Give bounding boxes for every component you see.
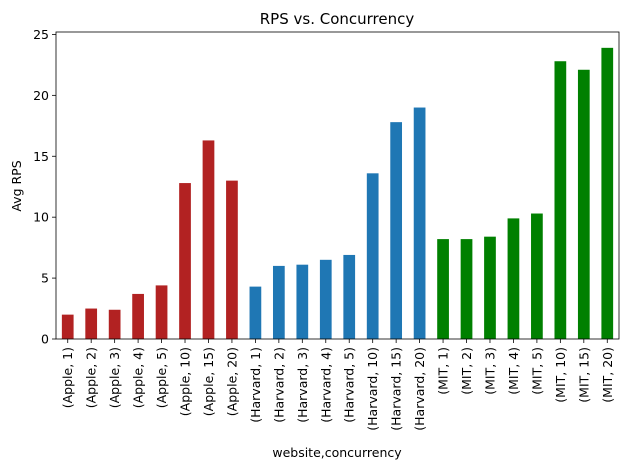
y-tick-label: 15 xyxy=(33,149,49,164)
x-tick-label: (Apple, 4) xyxy=(131,347,146,408)
chart-title: RPS vs. Concurrency xyxy=(260,10,415,28)
bar xyxy=(343,254,356,339)
bar xyxy=(413,107,426,340)
x-tick-label: (Apple, 1) xyxy=(60,347,75,408)
bar xyxy=(577,69,590,340)
x-tick-label: (Apple, 2) xyxy=(84,347,99,408)
bar xyxy=(531,213,543,339)
y-tick-label: 25 xyxy=(33,27,49,42)
bar xyxy=(507,218,520,339)
bar xyxy=(319,259,332,339)
bar xyxy=(366,173,379,339)
x-tick-label: (Harvard, 10) xyxy=(365,347,380,431)
x-tick-label: (MIT, 1) xyxy=(436,347,451,395)
plot-area: (Apple, 1) (Apple, 2) (Apple, 3) (Apple, 4)… xyxy=(33,27,620,431)
x-tick-label: (Harvard, 4) xyxy=(318,347,333,423)
bar xyxy=(296,264,309,339)
y-axis-label: Avg RPS xyxy=(9,160,24,211)
bar xyxy=(460,239,473,339)
x-tick-label: (Harvard, 15) xyxy=(389,347,404,431)
bar xyxy=(249,286,262,339)
y-tick-label: 0 xyxy=(41,332,49,347)
x-tick-label: (Apple, 3) xyxy=(107,347,122,408)
y-tick-label: 10 xyxy=(33,210,49,225)
x-tick-label: (Apple, 10) xyxy=(178,347,193,416)
x-tick-label: (MIT, 20) xyxy=(600,347,615,403)
x-axis-label: website,concurrency xyxy=(272,445,402,460)
bar xyxy=(226,180,238,339)
x-tick-label: (MIT, 3) xyxy=(482,347,497,395)
y-tick-label: 5 xyxy=(41,271,49,286)
x-tick-label: (MIT, 15) xyxy=(576,347,591,403)
x-tick-label: (MIT, 5) xyxy=(529,347,544,395)
x-tick-label: (MIT, 2) xyxy=(459,347,474,395)
x-tick-label: (MIT, 10) xyxy=(553,347,568,403)
bar xyxy=(202,140,215,339)
plot-frame xyxy=(55,31,620,340)
bar xyxy=(85,308,98,339)
bar xyxy=(437,239,449,339)
x-tick-label: (Harvard, 5) xyxy=(342,347,357,423)
bar xyxy=(601,47,614,339)
bar xyxy=(554,61,567,339)
bar xyxy=(484,236,496,339)
x-tick-label: (Harvard, 3) xyxy=(295,347,310,423)
x-tick-label: (Apple, 15) xyxy=(201,347,216,416)
bar xyxy=(272,265,285,339)
x-tick-label: (MIT, 4) xyxy=(506,347,521,395)
x-tick-label: (Harvard, 2) xyxy=(271,347,286,423)
bar xyxy=(61,314,74,339)
bar xyxy=(155,285,168,339)
x-tick-label: (Apple, 20) xyxy=(224,347,239,416)
x-tick-label: (Harvard, 1) xyxy=(248,347,263,423)
x-tick-label: (Harvard, 20) xyxy=(412,347,427,431)
bar xyxy=(108,309,121,339)
bar xyxy=(132,293,144,339)
bar xyxy=(390,122,403,340)
bar xyxy=(179,183,191,339)
x-tick-label: (Apple, 5) xyxy=(154,347,169,408)
y-tick-label: 20 xyxy=(33,88,49,103)
